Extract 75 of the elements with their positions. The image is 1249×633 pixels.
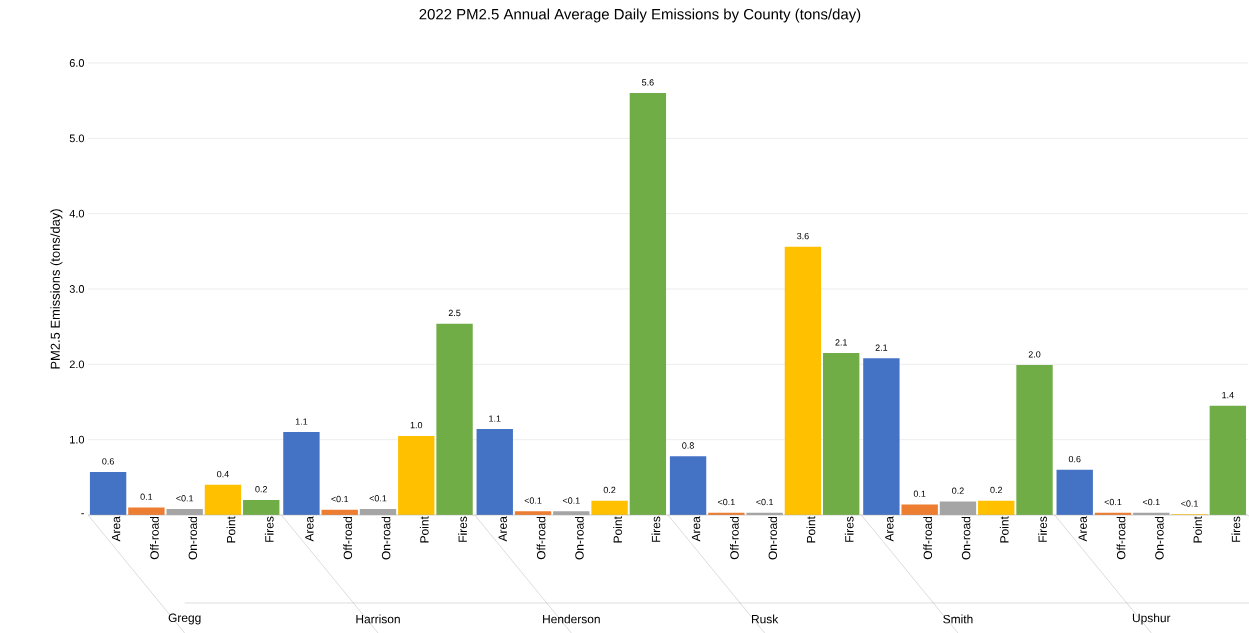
data-label: <0.1 (176, 495, 194, 502)
text: Fires (1038, 516, 1047, 542)
text: Fires (1231, 516, 1241, 542)
data-label: 5.6 (642, 79, 654, 86)
text: On-road (961, 516, 971, 560)
data-label: <0.1 (562, 497, 580, 504)
data-label: <0.1 (1142, 498, 1160, 506)
text: Off-road (729, 516, 739, 560)
data-label: <0.1 (717, 498, 735, 506)
y-tick-label: 4.0 (69, 209, 85, 218)
x-tick-label: Smith (943, 614, 973, 624)
x-tick-label: Upshur (1132, 613, 1171, 625)
y-tick-label: 5.0 (69, 134, 85, 143)
text: Point (226, 516, 236, 543)
text: Point (999, 516, 1009, 543)
data-label: 1.4 (1222, 392, 1234, 399)
y-tick-label: 1.0 (70, 435, 85, 444)
data-label: 0.8 (682, 442, 694, 449)
text: Area (885, 516, 894, 542)
y-tick-label: 6.0 (69, 59, 85, 67)
text: On-road (188, 516, 198, 560)
y-axis-title: PM2.5 Emissions (tons/day) (50, 209, 63, 369)
text: Area (498, 516, 507, 542)
text: Area (1078, 516, 1087, 542)
x-tick-label: Harrison (356, 614, 400, 624)
text: Fires (264, 516, 274, 542)
data-label: 0.6 (102, 458, 114, 465)
text: Off-road (1116, 516, 1126, 560)
data-label: 2.5 (448, 309, 461, 317)
text: Off-road (150, 516, 159, 560)
data-label: <0.1 (756, 498, 774, 506)
text: Fires (458, 516, 467, 542)
data-label: 0.2 (255, 486, 268, 493)
data-label: 0.2 (952, 487, 964, 494)
data-label: 1.1 (295, 418, 308, 425)
data-label: 0.4 (217, 470, 229, 478)
data-label: <0.1 (524, 497, 542, 504)
text: Fires (651, 516, 661, 542)
text: Point (613, 516, 622, 543)
data-label: <0.1 (369, 495, 387, 502)
text: Off-road (923, 516, 933, 560)
text: On-road (574, 516, 584, 560)
data-label: 0.2 (603, 486, 616, 494)
text: On-road (768, 516, 778, 560)
text: Fires (844, 516, 854, 542)
text: Area (305, 516, 314, 542)
data-label: 0.1 (913, 490, 926, 497)
y-tick-label: 2.0 (69, 360, 85, 369)
data-label: 2.1 (875, 344, 888, 351)
text: Area (111, 516, 121, 542)
data-label: 2.0 (1028, 351, 1041, 358)
text: Point (1193, 516, 1202, 543)
chart-title: 2022 PM2.5 Annual Average Daily Emissions by County (tons/day) (419, 8, 861, 23)
y-tick-label: - (81, 513, 84, 515)
data-label: 3.6 (797, 232, 809, 240)
data-label: <0.1 (1104, 498, 1122, 506)
x-tick-label: Henderson (543, 614, 600, 624)
data-label: <0.1 (1181, 500, 1198, 507)
text: Off-road (343, 516, 353, 560)
x-tick-label: Rusk (752, 614, 779, 624)
data-label: 1.1 (489, 415, 501, 422)
data-label: 0.6 (1068, 455, 1081, 463)
x-tick-label: Gregg (168, 613, 201, 625)
data-label: <0.1 (331, 495, 349, 503)
text: Point (419, 516, 429, 543)
data-label: 2.1 (835, 339, 847, 346)
text: On-road (381, 516, 391, 560)
y-tick-label: 3.0 (69, 285, 85, 293)
data-label: 0.2 (990, 486, 1003, 494)
text: Off-road (536, 516, 546, 560)
text: Point (806, 516, 816, 543)
data-label: 0.1 (140, 493, 153, 500)
text: On-road (1154, 516, 1164, 560)
data-label: 1.0 (410, 422, 423, 429)
text: Area (691, 516, 701, 542)
